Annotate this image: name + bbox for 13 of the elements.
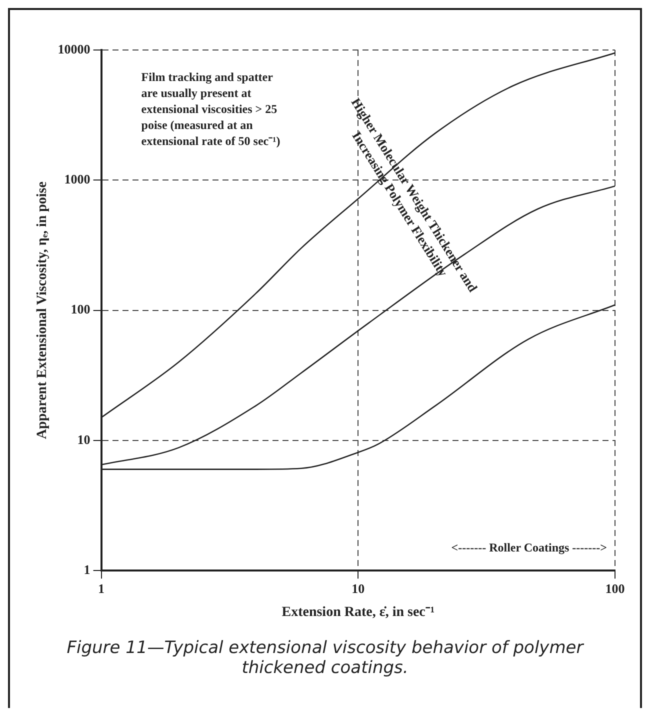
annotation: Film tracking and spatter are usually present at extensional viscosities > 25 poise (measured at an extensional rate of 50 sec⁻¹) — [141, 70, 280, 148]
y-tick-label: 1000 — [64, 172, 90, 187]
y-tick-label: 10000 — [58, 41, 90, 56]
x-tick-label: 10 — [352, 580, 365, 596]
y-tick-label: 1 — [84, 562, 90, 577]
y-tick-label: 100 — [70, 302, 90, 317]
x-axis-title: Extension Rate, ε̇, in sec⁻¹ — [282, 605, 435, 620]
x-tick-label: 1 — [98, 580, 105, 596]
y-tick-label: 10 — [77, 432, 90, 447]
annotation: <------- Roller Coatings -------> — [451, 540, 608, 555]
text: Figure 11—Typical extensional viscosity behavior of polymer thickened coatings. — [66, 638, 585, 678]
x-tick-label: 100 — [605, 580, 625, 596]
y-axis-title: Apparent Extensional Viscosity, ηₑ, in poise — [35, 182, 50, 440]
